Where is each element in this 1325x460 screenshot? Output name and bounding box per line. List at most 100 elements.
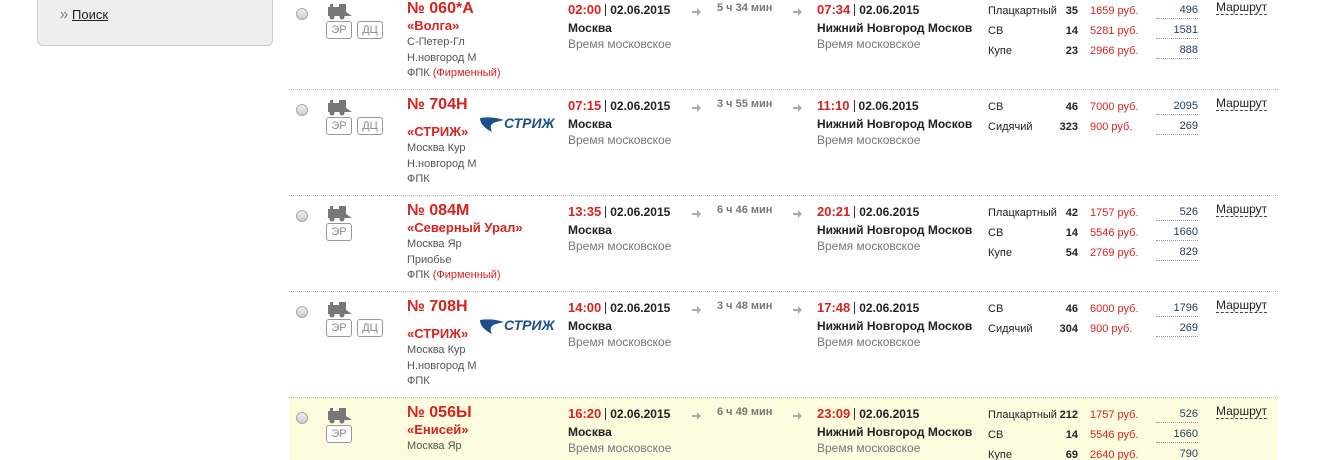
search-link[interactable]: Поиск [72, 7, 109, 22]
seat-price: 7000 руб. [1090, 101, 1139, 113]
seat-extra[interactable]: 1660 [1156, 225, 1198, 241]
arr-datetime: 23:09 02.06.2015 [817, 406, 919, 422]
separator [605, 4, 607, 16]
arrow-shape [692, 104, 701, 112]
badge: ЭР [326, 21, 352, 39]
arr-station: Нижний Новгород Москов [817, 117, 973, 131]
seat-extra[interactable]: 790 [1156, 447, 1198, 460]
dep-datetime: 16:20 02.06.2015 [568, 406, 670, 422]
station: Приобье [407, 254, 452, 266]
radio[interactable] [296, 306, 308, 318]
dep-station: Москва [568, 223, 612, 237]
seat-count: 14 [1065, 227, 1078, 239]
arr-datetime: 07:34 02.06.2015 [817, 2, 919, 18]
seat-extra[interactable]: 1581 [1156, 23, 1198, 39]
route-link[interactable]: Маршрут [1216, 96, 1268, 111]
seat-extra[interactable]: 269 [1156, 119, 1198, 135]
dep-date: 02.06.2015 [610, 99, 671, 113]
dep-datetime: 07:15 02.06.2015 [568, 98, 670, 114]
station: Москва Яр [407, 238, 462, 250]
train-number: № 060*А [407, 0, 474, 17]
logo-swoosh [480, 319, 504, 334]
station: Москва Кур [407, 344, 466, 356]
seat-count: 69 [1065, 449, 1078, 460]
dep-time: 14:00 [568, 300, 602, 315]
radio[interactable] [296, 104, 308, 116]
separator [605, 206, 607, 218]
seat-extra[interactable]: 496 [1156, 3, 1198, 19]
arr-datetime: 11:10 02.06.2015 [817, 98, 919, 114]
dep-time: 13:35 [568, 204, 602, 219]
arrow-shape [692, 8, 701, 16]
dep-timezone: Время московское [568, 133, 672, 147]
carrier: ФПК [407, 173, 430, 185]
seat-count: 323 [1059, 121, 1078, 133]
seat-extra[interactable]: 526 [1156, 205, 1198, 221]
seat-price: 6000 руб. [1090, 303, 1139, 315]
arrow-shape [692, 306, 701, 314]
arrow [692, 101, 702, 117]
route-link[interactable]: Маршрут [1216, 404, 1268, 419]
train-row: ЭР ДЦ № 708Н «СТРИЖ» СТРИЖ Москва Кур Н.новгор… [289, 292, 1278, 398]
seat-extra[interactable]: 888 [1156, 43, 1198, 59]
seat-count: 304 [1059, 323, 1078, 335]
seat-type: СВ [988, 227, 1004, 239]
seat-type: СВ [988, 303, 1004, 315]
seat-type: Купе [988, 449, 1012, 460]
separator [854, 302, 856, 314]
logo-swoosh [480, 117, 504, 132]
separator [854, 4, 856, 16]
arrow [692, 207, 702, 223]
logo-text: СТРИЖ [504, 317, 555, 334]
arrow [793, 409, 803, 425]
arr-station: Нижний Новгород Москов [817, 425, 973, 439]
seat-extra[interactable]: 829 [1156, 245, 1198, 261]
bullet [60, 11, 68, 19]
separator [853, 100, 855, 112]
arrow [793, 101, 803, 117]
seat-count: 212 [1059, 409, 1078, 421]
route-link[interactable]: Маршрут [1216, 298, 1268, 313]
radio[interactable] [296, 210, 308, 222]
arr-timezone: Время московское [817, 441, 921, 455]
seat-extra[interactable]: 269 [1156, 321, 1198, 337]
duration: 6 ч 49 мин [717, 406, 773, 418]
seat-count: 46 [1065, 101, 1078, 113]
route-link[interactable]: Маршрут [1216, 202, 1268, 217]
seat-extra[interactable]: 2095 [1156, 99, 1198, 115]
seat-extra[interactable]: 526 [1156, 407, 1198, 423]
seat-extra[interactable]: 1660 [1156, 427, 1198, 443]
train-name: «Волга» [407, 18, 460, 33]
arrow-shape [793, 8, 802, 16]
dep-date: 02.06.2015 [610, 205, 671, 219]
dep-date: 02.06.2015 [610, 407, 671, 421]
radio[interactable] [296, 8, 308, 20]
arr-date: 02.06.2015 [858, 99, 919, 113]
dep-datetime: 14:00 02.06.2015 [568, 300, 670, 316]
train-row: ЭР ДЦ № 060*А «Волга» С-Петер-Гл Н.новгород М… [289, 0, 1278, 90]
carrier: ФПК (Фирменный) [407, 267, 501, 283]
seat-price: 5546 руб. [1090, 429, 1139, 441]
arrow [692, 303, 702, 319]
radio[interactable] [296, 412, 308, 424]
arr-datetime: 20:21 02.06.2015 [817, 204, 919, 220]
train-icon [326, 302, 354, 322]
route-link[interactable]: Маршрут [1216, 0, 1268, 15]
train-row: ЭР № 056Ы «Енисей» Москва Яр 16:20 02.06.2015… [289, 398, 1278, 460]
arr-timezone: Время московское [817, 335, 921, 349]
separator [605, 302, 607, 314]
seat-price: 2966 руб. [1090, 45, 1139, 57]
dep-time: 16:20 [568, 406, 602, 421]
arr-timezone: Время московское [817, 239, 921, 253]
arrow [793, 5, 803, 21]
station: Москва Яр [407, 440, 462, 452]
badge: ДЦ [357, 117, 383, 135]
arr-date: 02.06.2015 [859, 407, 920, 421]
seat-count: 23 [1065, 45, 1078, 57]
train-icon [326, 206, 354, 226]
seat-extra[interactable]: 1796 [1156, 301, 1198, 317]
seat-type: СВ [988, 429, 1004, 441]
seat-price: 2640 руб. [1090, 449, 1139, 460]
arrow [793, 303, 803, 319]
train-number: № 056Ы [407, 404, 472, 421]
